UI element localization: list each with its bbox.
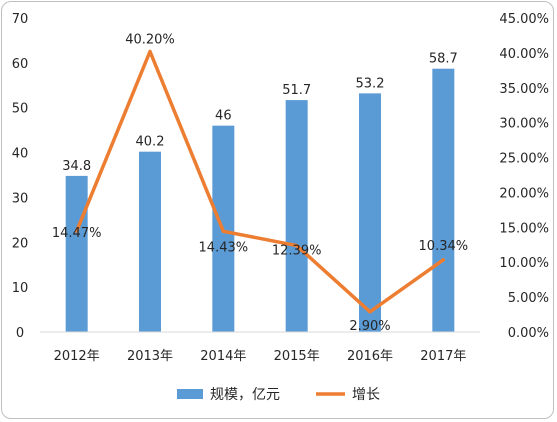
line-data-label: 10.34% xyxy=(419,239,469,254)
line-point xyxy=(148,49,152,53)
line-data-label: 40.20% xyxy=(125,32,175,47)
line-point xyxy=(75,229,79,233)
line-point xyxy=(295,244,299,248)
bar xyxy=(359,93,381,332)
bar-data-label: 58.7 xyxy=(429,52,458,67)
x-tick-label: 2013年 xyxy=(127,349,173,364)
y-right-tick-label: 5.00% xyxy=(508,291,549,306)
y-right-tick-label: 15.00% xyxy=(499,221,549,236)
line-data-label: 14.47% xyxy=(52,226,102,241)
y-left-tick-label: 50 xyxy=(12,102,29,117)
y-left-tick-label: 0 xyxy=(16,326,24,341)
growth-line xyxy=(74,49,446,314)
bar xyxy=(139,151,161,332)
y-left-tick-label: 70 xyxy=(12,12,29,27)
x-tick-label: 2016年 xyxy=(347,349,393,364)
y-right-tick-label: 0.00% xyxy=(508,326,549,341)
legend-label-bar: 规模，亿元 xyxy=(210,387,280,403)
y-left-tick-label: 30 xyxy=(12,191,29,206)
x-tick-label: 2014年 xyxy=(200,349,246,364)
y-right-tick-label: 30.00% xyxy=(499,117,549,132)
x-tick-label: 2015年 xyxy=(274,349,320,364)
bar xyxy=(65,175,88,332)
line-point xyxy=(221,229,225,233)
bar-data-label: 34.8 xyxy=(62,159,91,174)
x-tick-label: 2017年 xyxy=(420,349,466,364)
legend-label-line: 增长 xyxy=(352,387,380,403)
line-data-label: 12.39% xyxy=(272,244,322,259)
y-left-tick-label: 40 xyxy=(12,147,29,162)
line-data-label: 2.90% xyxy=(349,319,390,334)
y-right-tick-label: 25.00% xyxy=(499,152,549,167)
y-right-tick-label: 35.00% xyxy=(499,82,549,97)
bar-data-label: 53.2 xyxy=(356,76,385,91)
y-right-tick-label: 10.00% xyxy=(499,256,549,271)
bar-data-label: 51.7 xyxy=(282,83,311,98)
line-data-label: 14.43% xyxy=(199,240,249,255)
line-point xyxy=(441,258,445,262)
y-left-tick-label: 60 xyxy=(12,57,29,72)
y-right-tick-label: 45.00% xyxy=(499,12,549,27)
legend-swatch-bar xyxy=(177,389,203,399)
y-left-tick-label: 10 xyxy=(12,281,29,296)
line-point xyxy=(368,310,372,314)
y-left-tick-label: 20 xyxy=(12,236,29,251)
bar-data-label: 40.2 xyxy=(136,135,165,150)
bar-data-label: 46 xyxy=(215,109,232,124)
y-right-tick-label: 20.00% xyxy=(499,186,549,201)
x-tick-label: 2012年 xyxy=(54,349,100,364)
bar xyxy=(432,68,455,332)
bar xyxy=(285,100,308,333)
y-right-tick-label: 40.00% xyxy=(499,47,549,62)
